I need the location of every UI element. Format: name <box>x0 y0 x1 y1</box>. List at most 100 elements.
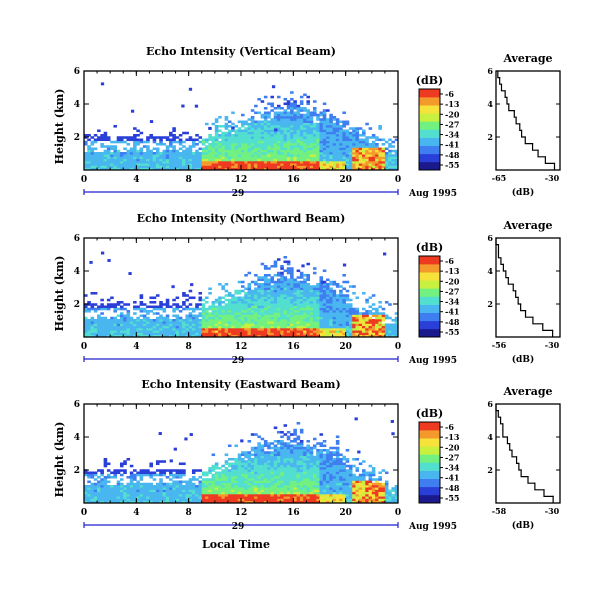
echo-cell <box>290 138 294 142</box>
echo-cell <box>97 334 101 338</box>
echo-cell <box>267 446 271 450</box>
echo-cell <box>355 138 360 142</box>
echo-cell <box>149 462 153 466</box>
echo-cell <box>129 319 134 322</box>
echo-cell <box>381 330 386 333</box>
echo-cell <box>257 120 261 124</box>
echo-cell <box>276 446 281 450</box>
echo-cell <box>303 131 307 135</box>
echo-cell <box>191 296 196 300</box>
echo-cell <box>133 167 137 171</box>
echo-cell <box>286 140 291 144</box>
echo-cell <box>273 154 278 157</box>
echo-cell <box>133 494 137 497</box>
echo-cell <box>234 145 239 148</box>
echo-cell <box>342 303 346 306</box>
echo-cell <box>329 134 333 137</box>
echo-cell <box>146 136 150 139</box>
echo-cell <box>299 271 304 275</box>
echo-cell <box>339 125 343 128</box>
echo-cell <box>106 161 111 164</box>
echo-cell <box>231 305 235 309</box>
echo-cell <box>273 262 278 266</box>
echo-cell <box>299 442 304 445</box>
echo-cell <box>106 154 111 157</box>
echo-cell <box>244 314 248 318</box>
echo-cell <box>106 480 111 484</box>
echo-cell <box>342 321 346 324</box>
echo-cell <box>241 476 245 479</box>
echo-cell <box>234 147 239 151</box>
echo-cell <box>205 154 209 157</box>
echo-cell <box>116 167 121 171</box>
echo-cell <box>280 111 284 115</box>
echo-cell <box>250 127 255 130</box>
echo-cell <box>270 467 275 470</box>
echo-cell <box>211 303 216 306</box>
echo-cell <box>296 127 301 130</box>
echo-cell <box>227 125 232 128</box>
echo-cell <box>257 131 261 135</box>
echo-cell <box>195 134 199 137</box>
echo-cell <box>188 500 193 504</box>
echo-cell <box>182 469 186 472</box>
echo-cell <box>260 469 265 472</box>
colorbar-segment <box>419 320 440 330</box>
echo-cell <box>368 334 373 338</box>
echo-cell <box>142 140 147 144</box>
echo-cell <box>142 498 147 502</box>
echo-cell <box>283 122 288 126</box>
echo-cell <box>254 433 258 436</box>
echo-cell <box>326 129 330 133</box>
echo-cell <box>312 312 317 315</box>
echo-cell <box>169 138 173 142</box>
echo-cell <box>188 328 193 331</box>
echo-cell <box>299 328 304 331</box>
echo-cell <box>191 332 196 336</box>
echo-cell <box>303 118 307 121</box>
echo-cell <box>84 154 88 157</box>
echo-cell <box>218 500 222 504</box>
echo-cell <box>227 149 232 153</box>
profile-point <box>497 244 500 246</box>
echo-cell <box>198 298 203 302</box>
echo-cell <box>306 305 310 309</box>
echo-cell <box>319 285 324 288</box>
echo-cell <box>211 165 216 169</box>
echo-cell <box>234 467 239 470</box>
echo-cell <box>178 330 183 333</box>
echo-cell <box>322 280 327 284</box>
echo-cell <box>267 161 271 164</box>
echo-cell <box>149 491 153 495</box>
echo-cell <box>273 330 278 333</box>
echo-cell <box>231 467 235 470</box>
echo-cell <box>267 147 271 151</box>
echo-cell <box>371 294 376 297</box>
echo-cell <box>100 485 104 488</box>
echo-cell <box>306 158 310 162</box>
echo-cell <box>247 334 252 338</box>
colorbar-segment <box>419 304 440 313</box>
echo-cell <box>90 152 95 155</box>
echo-cell <box>312 111 317 115</box>
echo-cell <box>152 500 157 504</box>
echo-cell <box>283 301 288 304</box>
echo-cell <box>276 145 281 148</box>
echo-cell <box>263 165 268 169</box>
echo-cell <box>237 471 242 475</box>
echo-cell <box>116 325 121 329</box>
echo-cell <box>335 330 340 333</box>
echo-cell <box>159 478 163 481</box>
echo-cell <box>175 494 180 497</box>
echo-cell <box>93 325 98 329</box>
echo-cell <box>129 138 134 142</box>
echo-cell <box>133 145 137 148</box>
echo-cell <box>322 138 327 142</box>
echo-cell <box>234 444 239 448</box>
echo-cell <box>283 471 288 475</box>
echo-cell <box>273 161 278 164</box>
echo-cell <box>296 163 301 166</box>
echo-cell <box>335 165 340 169</box>
echo-cell <box>276 307 281 311</box>
echo-cell <box>260 303 265 306</box>
